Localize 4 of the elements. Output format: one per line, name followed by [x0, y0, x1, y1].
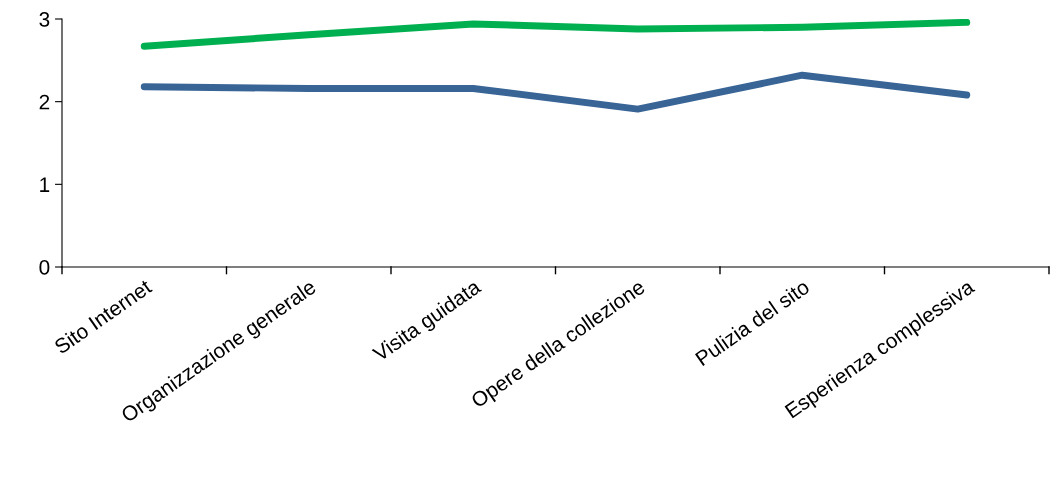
y-tick-label: 1 — [40, 177, 50, 192]
y-tick-label: 2 — [39, 94, 50, 110]
y-tick-label: 0 — [39, 260, 50, 275]
y-tick-label: 3 — [39, 12, 50, 27]
